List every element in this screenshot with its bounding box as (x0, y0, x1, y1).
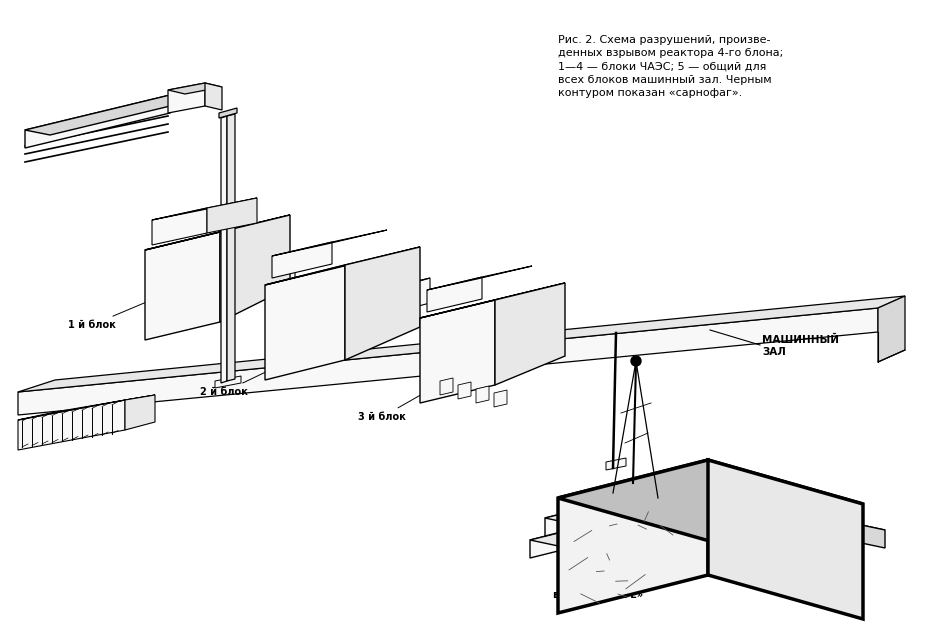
Polygon shape (272, 242, 332, 278)
Polygon shape (708, 460, 863, 619)
Polygon shape (168, 83, 222, 94)
Circle shape (631, 356, 641, 366)
Polygon shape (265, 265, 345, 380)
Text: 1 й блок: 1 й блок (68, 291, 172, 330)
Polygon shape (494, 390, 507, 407)
Polygon shape (265, 247, 420, 285)
Polygon shape (25, 95, 170, 148)
Polygon shape (558, 460, 863, 542)
Polygon shape (458, 382, 471, 399)
Text: Рис. 2. Схема разрушений, произве-
денных взрывом реактора 4-го блона;
1—4 — бло: Рис. 2. Схема разрушений, произве- денны… (558, 35, 783, 98)
Text: 2 й блок: 2 й блок (200, 359, 292, 397)
Polygon shape (606, 458, 626, 470)
Polygon shape (530, 494, 885, 576)
Polygon shape (715, 494, 885, 548)
Polygon shape (152, 208, 207, 245)
Polygon shape (145, 232, 220, 340)
Polygon shape (476, 386, 489, 403)
Polygon shape (18, 395, 155, 420)
Polygon shape (25, 95, 195, 135)
Polygon shape (221, 116, 227, 383)
Polygon shape (420, 283, 565, 318)
Polygon shape (168, 83, 205, 113)
Polygon shape (420, 300, 495, 403)
Polygon shape (145, 215, 290, 250)
Polygon shape (545, 478, 855, 550)
Polygon shape (530, 494, 715, 558)
Polygon shape (219, 108, 237, 118)
Polygon shape (18, 308, 878, 415)
Polygon shape (18, 296, 905, 392)
Polygon shape (345, 278, 430, 325)
Text: МАШИННЫЙ
ЗАЛ: МАШИННЫЙ ЗАЛ (762, 335, 839, 357)
Polygon shape (125, 395, 155, 430)
Polygon shape (215, 376, 241, 388)
Polygon shape (215, 258, 295, 280)
Polygon shape (427, 266, 532, 290)
Polygon shape (215, 258, 295, 310)
Polygon shape (18, 400, 125, 450)
Polygon shape (427, 277, 482, 312)
Polygon shape (495, 283, 565, 385)
Polygon shape (345, 247, 420, 360)
Polygon shape (545, 478, 705, 536)
Polygon shape (152, 198, 257, 220)
Polygon shape (345, 278, 430, 300)
Polygon shape (272, 230, 387, 256)
Polygon shape (440, 378, 453, 395)
Polygon shape (207, 198, 257, 233)
Text: 4 й блок
в «САРКОФАГЕ»: 4 й блок в «САРКОФАГЕ» (553, 578, 643, 601)
Polygon shape (220, 215, 290, 322)
Polygon shape (227, 114, 235, 381)
Polygon shape (205, 83, 222, 110)
Polygon shape (878, 296, 905, 362)
Polygon shape (705, 478, 855, 528)
Text: 3 й блок: 3 й блок (358, 381, 445, 422)
Polygon shape (558, 460, 708, 613)
